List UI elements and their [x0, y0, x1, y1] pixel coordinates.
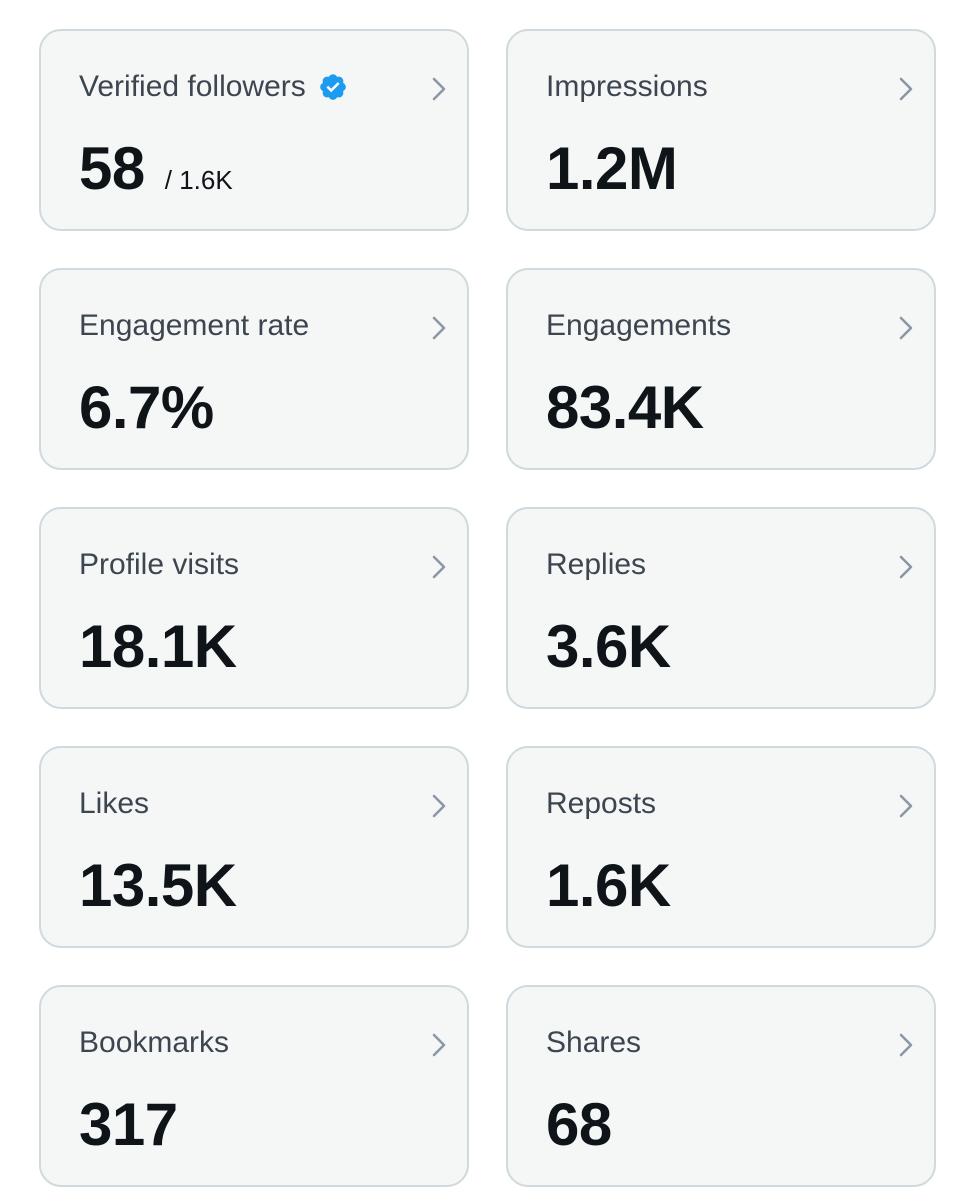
metric-value-wrapper: 58 / 1.6K: [79, 137, 233, 212]
metric-card-engagement-rate[interactable]: Engagement rate 6.7%: [39, 268, 469, 470]
chevron-right-icon: [899, 316, 913, 340]
metric-card-shares[interactable]: Shares 68: [506, 985, 936, 1187]
metric-value: 18.1K: [79, 613, 237, 680]
chevron-right-icon: [432, 555, 446, 579]
metric-label: Verified followers: [79, 70, 306, 103]
metric-value: 3.6K: [546, 613, 671, 680]
metric-card-likes[interactable]: Likes 13.5K: [39, 746, 469, 948]
metric-card-verified-followers[interactable]: Verified followers 58 / 1.6K: [39, 29, 469, 231]
chevron-right-icon: [432, 316, 446, 340]
metric-value: 13.5K: [79, 852, 237, 919]
chevron-right-icon: [899, 794, 913, 818]
metric-label: Profile visits: [79, 548, 240, 581]
metric-label: Bookmarks: [79, 1026, 230, 1059]
metric-card-replies[interactable]: Replies 3.6K: [506, 507, 936, 709]
metric-card-engagements[interactable]: Engagements 83.4K: [506, 268, 936, 470]
metric-card-profile-visits[interactable]: Profile visits 18.1K: [39, 507, 469, 709]
metric-value: 58: [79, 135, 145, 202]
chevron-right-icon: [899, 555, 913, 579]
chevron-right-icon: [899, 77, 913, 101]
chevron-right-icon: [432, 77, 446, 101]
metric-card-impressions[interactable]: Impressions 1.2M: [506, 29, 936, 231]
metric-value: 317: [79, 1091, 178, 1158]
metric-card-reposts[interactable]: Reposts 1.6K: [506, 746, 936, 948]
metric-label: Reposts: [546, 787, 657, 820]
metric-label: Likes: [79, 787, 150, 820]
metric-label: Shares: [546, 1026, 642, 1059]
metric-label-wrapper: Verified followers: [79, 69, 348, 105]
metric-label: Replies: [546, 548, 647, 581]
chevron-right-icon: [432, 1033, 446, 1057]
metric-label: Engagement rate: [79, 309, 310, 342]
metric-subvalue: / 1.6K: [164, 165, 233, 195]
chevron-right-icon: [899, 1033, 913, 1057]
metric-value: 6.7%: [79, 374, 214, 441]
verified-badge-icon: [319, 74, 346, 100]
metric-value: 83.4K: [546, 374, 704, 441]
metric-value: 1.2M: [546, 135, 678, 202]
metric-label: Impressions: [546, 70, 708, 103]
metric-label: Engagements: [546, 309, 732, 342]
chevron-right-icon: [432, 794, 446, 818]
metric-value: 68: [546, 1091, 612, 1158]
metric-card-bookmarks[interactable]: Bookmarks 317: [39, 985, 469, 1187]
metric-value: 1.6K: [546, 852, 671, 919]
